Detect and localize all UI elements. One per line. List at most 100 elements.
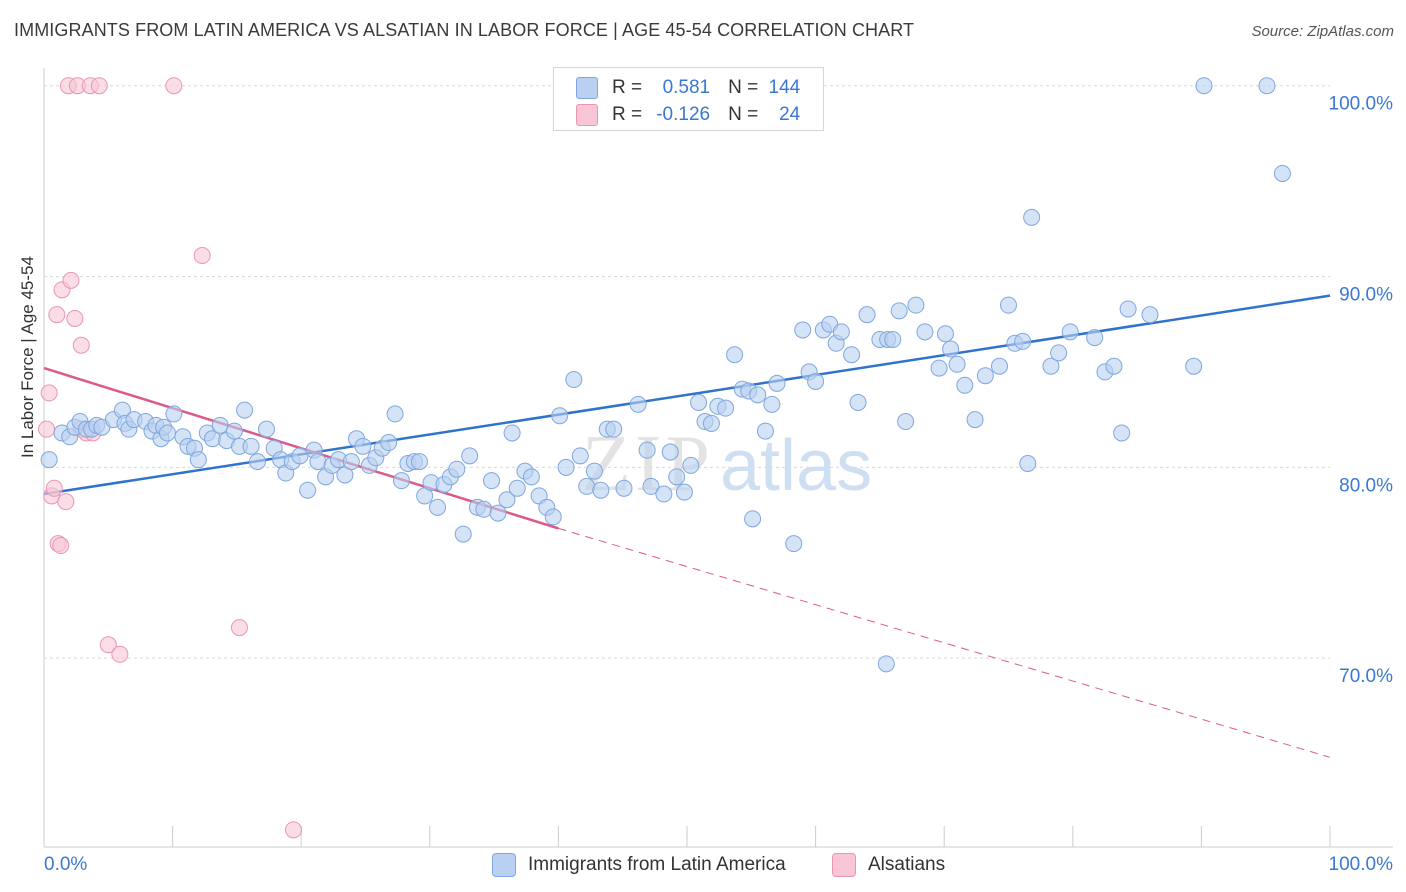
data-point (66, 309, 84, 327)
data-point (211, 416, 229, 434)
legend-n-value: 144 (768, 77, 801, 98)
legend-row-blue: R = 0.581 N = 144 (576, 76, 800, 100)
data-point (40, 384, 58, 402)
data-point (858, 306, 876, 324)
data-point (702, 414, 720, 432)
data-point (877, 655, 895, 673)
data-point (448, 460, 466, 478)
legend-r-value: -0.126 (656, 104, 711, 125)
tick-labels: 100.0% 90.0% 80.0% 70.0% 0.0% 100.0% (44, 94, 1393, 875)
latin-america-points (40, 77, 1291, 673)
data-point (48, 306, 66, 324)
legend-n-key: N = (728, 104, 759, 125)
data-point (225, 422, 243, 440)
data-point (475, 500, 493, 518)
bottom-legend-label-pink: Alsatians (868, 854, 946, 875)
data-point (1000, 296, 1017, 314)
data-point (849, 393, 867, 411)
data-point (454, 525, 472, 543)
data-point (557, 458, 575, 476)
data-point (342, 453, 360, 471)
data-point (62, 271, 80, 289)
data-point (242, 437, 260, 455)
watermark-atlas: atlas (720, 426, 872, 506)
data-point (236, 401, 254, 419)
data-point (45, 479, 63, 497)
axes (43, 68, 1393, 848)
data-point (668, 468, 686, 486)
data-point (690, 393, 708, 411)
data-point (508, 479, 526, 497)
data-point (605, 420, 623, 438)
data-point (299, 481, 317, 499)
data-point (897, 413, 915, 431)
data-point (544, 508, 562, 526)
data-point (72, 336, 90, 354)
data-point (158, 424, 176, 442)
data-point (1113, 424, 1131, 442)
legend-r-value: 0.581 (662, 77, 711, 98)
data-point (489, 504, 507, 522)
bottom-legend-pink: Alsatians (832, 852, 945, 878)
data-point (1185, 357, 1203, 375)
data-point (956, 376, 974, 394)
data-point (248, 453, 266, 471)
data-point (411, 453, 429, 471)
data-point (794, 321, 812, 339)
legend-n-value: 24 (779, 104, 801, 125)
data-point (565, 371, 583, 389)
data-point (38, 420, 56, 438)
data-point (615, 479, 633, 497)
y-axis-label: In Labor Force | Age 45-54 (18, 256, 37, 458)
data-point (257, 420, 275, 438)
source-credit: Source: ZipAtlas.com (1251, 23, 1394, 40)
data-point (40, 451, 58, 469)
data-point (675, 483, 693, 501)
data-point (930, 359, 948, 377)
data-point (309, 453, 327, 471)
data-point (57, 493, 75, 511)
data-point (655, 485, 673, 503)
data-point (763, 395, 781, 413)
data-point (1119, 300, 1137, 318)
data-point (90, 77, 108, 95)
data-point (165, 405, 183, 423)
data-point (1258, 77, 1276, 95)
data-point (1014, 332, 1032, 350)
data-point (661, 443, 679, 461)
data-point (99, 636, 117, 654)
data-point (386, 405, 404, 423)
data-point (1195, 77, 1213, 95)
data-point (522, 468, 540, 486)
data-point (193, 247, 211, 265)
data-point (966, 411, 984, 429)
data-point (907, 296, 925, 314)
data-point (284, 821, 302, 839)
data-point (890, 302, 908, 320)
data-point (429, 498, 447, 516)
data-point (682, 456, 700, 474)
x-tick-label: 0.0% (44, 854, 87, 875)
y-tick-label: 80.0% (1339, 475, 1393, 496)
legend-r-key: R = (612, 104, 643, 125)
grid-lines (44, 85, 1330, 659)
data-point (1061, 323, 1079, 341)
bottom-legend-swatch-pink (832, 853, 856, 877)
legend-n-key: N = (728, 77, 759, 98)
chart-title: IMMIGRANTS FROM LATIN AMERICA VS ALSATIA… (14, 20, 915, 40)
data-point (843, 346, 861, 364)
legend-swatch-blue (576, 77, 598, 99)
y-tick-label: 90.0% (1339, 285, 1393, 306)
data-point (393, 472, 411, 490)
data-point (578, 477, 596, 495)
data-point (498, 491, 516, 509)
data-point (551, 407, 569, 425)
trend-line-alsatians-extrapolated (558, 527, 1331, 758)
data-point (1086, 329, 1104, 347)
data-point (354, 437, 372, 455)
trend-lines (43, 294, 1331, 758)
data-point (916, 323, 934, 341)
data-point (629, 395, 647, 413)
data-point (1050, 344, 1068, 362)
